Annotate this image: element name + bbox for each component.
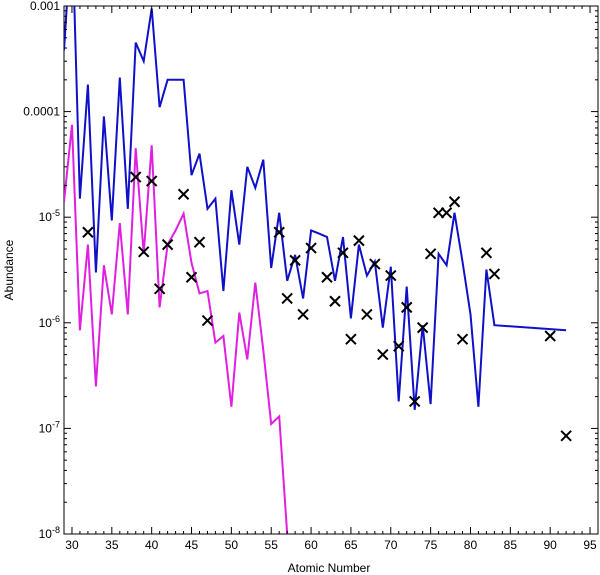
x-tick-label: 60 — [304, 538, 318, 552]
y-tick-label: 10-5 — [39, 208, 60, 224]
series-group — [64, 6, 572, 534]
data-point-marker — [185, 271, 198, 283]
data-point-marker — [401, 301, 413, 314]
x-tick-label: 80 — [464, 538, 478, 552]
data-point-marker — [329, 295, 341, 307]
data-point-marker — [377, 348, 389, 361]
data-point-marker — [281, 292, 293, 305]
y-tick-label: 0.0001 — [23, 105, 60, 119]
data-point-marker — [177, 188, 190, 200]
data-point-marker — [153, 283, 166, 295]
data-point-marker — [416, 321, 429, 334]
data-point-marker — [480, 247, 493, 259]
series-line-2 — [64, 124, 289, 534]
data-point-marker — [353, 234, 365, 247]
x-tick-label: 85 — [504, 538, 518, 552]
data-point-marker — [145, 175, 158, 187]
x-tick-label: 55 — [265, 538, 279, 552]
data-point-marker — [82, 226, 94, 238]
data-point-marker — [488, 268, 501, 280]
x-axis-label: Atomic Number — [288, 561, 371, 575]
data-point-marker — [137, 246, 150, 258]
data-point-marker — [305, 242, 317, 254]
y-tick-label: 0.001 — [30, 0, 60, 13]
data-point-marker — [337, 247, 349, 259]
data-point-marker — [297, 308, 309, 321]
x-tick-label: 50 — [225, 538, 239, 552]
x-tick-label: 90 — [543, 538, 557, 552]
x-tick-label: 75 — [424, 538, 438, 552]
data-point-marker — [456, 333, 469, 345]
data-point-marker — [161, 238, 174, 251]
x-tick-label: 70 — [384, 538, 398, 552]
data-point-marker — [560, 430, 572, 442]
x-tick-label: 65 — [344, 538, 358, 552]
y-tick-label: 10-6 — [39, 314, 60, 330]
data-point-marker — [369, 258, 381, 270]
data-point-marker — [544, 330, 556, 342]
plot-area — [63, 5, 599, 535]
data-point-marker — [408, 395, 421, 408]
x-tick-label: 35 — [105, 538, 119, 552]
x-tick-label: 95 — [583, 538, 597, 552]
data-point-marker — [193, 236, 206, 248]
data-point-marker — [440, 207, 453, 219]
x-tick-label: 45 — [185, 538, 199, 552]
data-point-marker — [130, 171, 142, 183]
data-point-marker — [273, 226, 285, 238]
x-tick-label: 40 — [145, 538, 159, 552]
data-point-marker — [289, 254, 301, 267]
y-tick-label: 10-7 — [39, 419, 60, 435]
data-point-marker — [393, 340, 405, 352]
y-axis-label: Abundance — [2, 239, 16, 300]
data-point-marker — [321, 271, 333, 283]
x-tick-label: 30 — [65, 538, 79, 552]
data-point-marker — [385, 269, 397, 282]
y-tick-label: 10-8 — [39, 525, 60, 541]
data-point-marker — [448, 196, 461, 208]
data-point-marker — [201, 314, 214, 327]
axes-ticks: 30 35 40 45 50 55 60 65 70 75 80 85 90 95 10-8 10-7 10-6… — [23, 0, 599, 552]
data-point-marker — [345, 333, 357, 345]
plot-frame — [63, 5, 599, 535]
data-point-marker — [424, 248, 437, 260]
data-point-marker — [361, 308, 373, 321]
series-line-1 — [64, 6, 567, 410]
